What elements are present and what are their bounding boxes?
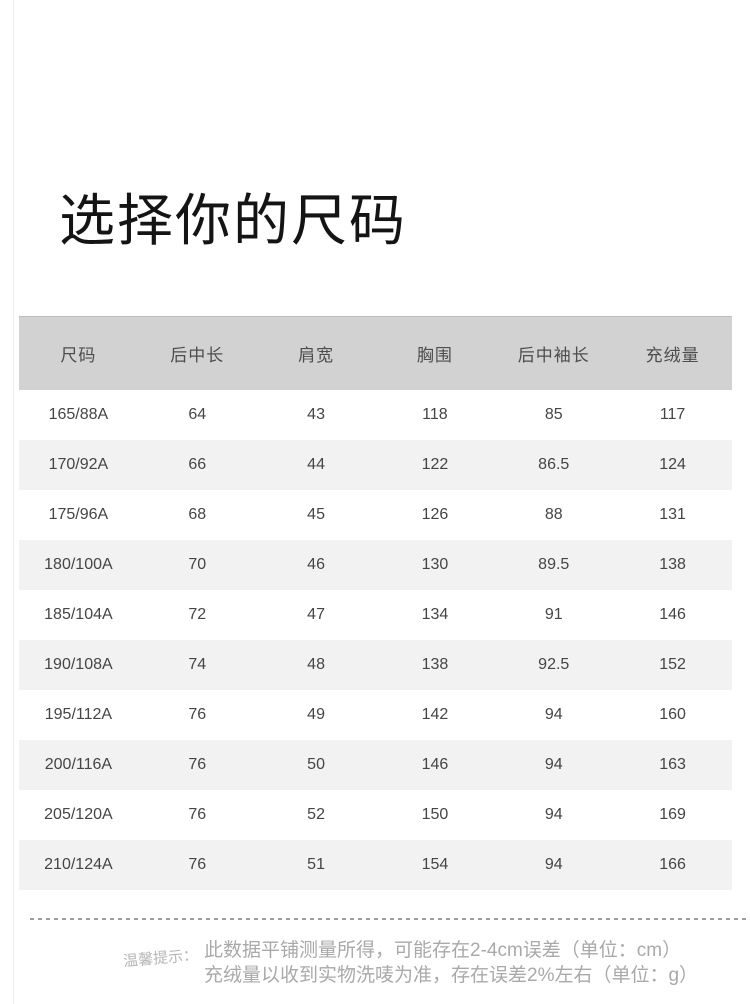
header-shoulder-width: 肩宽 [298,346,335,365]
cell-down-fill: 160 [659,706,686,723]
cell-sleeve-length: 92.5 [538,656,570,673]
cell-sleeve-length: 94 [544,706,563,723]
cell-size: 205/120A [44,806,113,823]
cell-back-length: 76 [188,856,207,873]
notice-line-1: 此数据平铺测量所得，可能存在2-4cm误差（单位：cm） [204,940,682,961]
cell-chest: 150 [421,806,449,823]
cell-size: 185/104A [44,606,113,623]
cell-sleeve-length: 89.5 [538,556,570,573]
cell-sleeve-length: 94 [544,756,563,773]
cell-back-length: 72 [188,606,207,623]
cell-down-fill: 152 [659,656,686,673]
table-row: 200/116A 76 50 146 94 163 [19,740,732,790]
header-size: 尺码 [60,346,97,365]
table-row: 190/108A 74 48 138 92.5 152 [19,640,732,690]
cell-shoulder-width: 52 [307,806,325,823]
cell-size: 165/88A [48,406,109,423]
cell-back-length: 76 [188,806,207,823]
cell-chest: 122 [421,456,449,473]
cell-sleeve-length: 86.5 [538,456,570,473]
cell-down-fill: 169 [659,806,686,823]
cell-back-length: 76 [188,756,207,773]
header-back-length: 后中长 [170,346,225,365]
cell-shoulder-width: 43 [307,406,325,423]
table-row: 185/104A 72 47 134 91 146 [19,590,732,640]
table-row: 195/112A 76 49 142 94 160 [19,690,732,740]
cell-back-length: 74 [188,656,207,673]
cell-shoulder-width: 47 [307,606,325,623]
table-row: 205/120A 76 52 150 94 169 [19,790,732,840]
cell-back-length: 76 [188,706,207,723]
cell-down-fill: 124 [659,456,686,473]
cell-size: 170/92A [48,456,109,473]
cell-sleeve-length: 94 [544,856,563,873]
cell-shoulder-width: 44 [307,456,325,473]
header-down-fill: 充绒量 [645,346,700,365]
cell-down-fill: 163 [659,756,686,773]
cell-back-length: 68 [188,506,207,523]
cell-sleeve-length: 85 [544,406,563,423]
cell-shoulder-width: 45 [307,506,325,523]
cell-down-fill: 146 [659,606,686,623]
cell-chest: 126 [421,506,449,523]
cell-down-fill: 138 [659,556,686,573]
cell-sleeve-length: 94 [544,806,563,823]
cell-shoulder-width: 50 [307,756,325,773]
cell-sleeve-length: 91 [544,606,563,623]
cell-down-fill: 166 [659,856,686,873]
cell-shoulder-width: 48 [307,656,325,673]
cell-back-length: 66 [188,456,207,473]
cell-chest: 142 [421,706,449,723]
size-table-header-row: 尺码 后中长 肩宽 胸围 后中袖长 充绒量 [19,316,732,390]
cell-size: 200/116A [44,756,113,773]
table-row: 175/96A 68 45 126 88 131 [19,490,732,540]
cell-chest: 118 [422,406,448,423]
size-table: 尺码 后中长 肩宽 胸围 后中袖长 充绒量 165/88A 64 43 118 … [19,316,732,890]
cell-back-length: 70 [188,556,207,573]
cell-size: 175/96A [48,506,109,523]
table-row: 165/88A 64 43 118 85 117 [19,390,732,440]
cell-size: 210/124A [44,856,113,873]
dashed-divider [30,918,746,920]
cell-back-length: 64 [188,406,207,423]
page-left-hairline [13,0,14,1004]
cell-shoulder-width: 49 [307,706,325,723]
cell-chest: 138 [421,656,449,673]
notice-line-2: 充绒量以收到实物洗唛为准，存在误差2%左右（单位：g） [204,965,699,986]
cell-shoulder-width: 46 [307,556,325,573]
notice-label: 温馨提示： [122,946,199,971]
cell-down-fill: 117 [659,406,686,423]
cell-size: 180/100A [44,556,113,573]
cell-chest: 134 [421,606,449,623]
cell-down-fill: 131 [659,506,686,523]
header-chest: 胸围 [416,346,453,365]
notice-text: 此数据平铺测量所得，可能存在2-4cm误差（单位：cm） 充绒量以收到实物洗唛为… [204,938,698,988]
cell-sleeve-length: 88 [544,506,563,523]
table-row: 180/100A 70 46 130 89.5 138 [19,540,732,590]
cell-shoulder-width: 51 [307,856,325,873]
cell-chest: 146 [421,756,449,773]
table-row: 210/124A 76 51 154 94 166 [19,840,732,890]
cell-size: 195/112A [44,706,113,723]
table-row: 170/92A 66 44 122 86.5 124 [19,440,732,490]
size-table-body: 165/88A 64 43 118 85 117 170/92A 66 44 1… [19,390,732,890]
cell-chest: 154 [421,856,449,873]
cell-chest: 130 [421,556,449,573]
cell-size: 190/108A [44,656,113,673]
page-title: 选择你的尺码 [59,189,407,252]
header-sleeve-length: 后中袖长 [517,346,590,365]
